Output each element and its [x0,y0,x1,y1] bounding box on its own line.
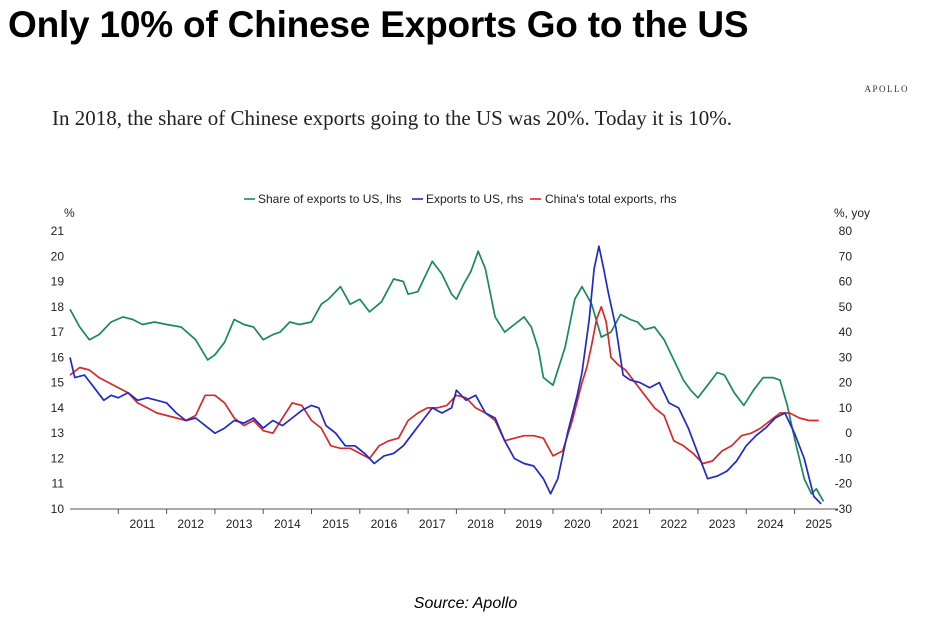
series-line-exports-to-us [69,245,822,505]
y-left-tick-label: 15 [51,376,65,390]
y-left-tick-label: 20 [51,249,65,263]
y-right-tick-label: 70 [839,249,853,263]
legend-label-share: Share of exports to US, lhs [258,192,401,206]
x-tick-label: 2013 [226,517,253,531]
y-right-tick-label: 20 [839,376,853,390]
legend-label-total-exports: China's total exports, rhs [545,192,677,206]
x-tick-label: 2021 [612,517,639,531]
x-tick-label: 2016 [371,517,398,531]
series-line-share-of-exports-to-us [69,250,825,502]
y-right-tick-label: 0 [845,426,852,440]
x-tick-label: 2019 [516,517,543,531]
y-left-tick-label: 16 [51,350,65,364]
y-right-tick-label: -30 [835,502,853,516]
y-left-tick-label: 17 [51,325,65,339]
x-tick-label: 2020 [564,517,591,531]
headline: Only 10% of Chinese Exports Go to the US [8,4,749,45]
brand-logo: APOLLO [864,84,909,94]
y-right-tick-label: 10 [839,401,853,415]
y-right-tick-label: 60 [839,275,853,289]
right-axis-unit: %, yoy [834,206,870,220]
y-left-tick-label: 18 [51,300,65,314]
y-left-tick-label: 11 [52,477,65,491]
axes: 101112131415161718192021-30-20-100102030… [51,224,853,531]
x-tick-label: 2012 [177,517,204,531]
series-line-china-total-exports [69,305,819,465]
x-tick-label: 2022 [660,517,687,531]
y-right-tick-label: 40 [839,325,853,339]
subtitle: In 2018, the share of Chinese exports go… [52,106,732,130]
x-tick-label: 2018 [467,517,494,531]
y-left-tick-label: 14 [51,401,65,415]
y-left-tick-label: 12 [51,451,65,465]
y-right-tick-label: 50 [839,300,853,314]
y-left-tick-label: 13 [51,426,65,440]
x-tick-label: 2015 [322,517,349,531]
x-tick-label: 2024 [757,517,784,531]
left-axis-unit: % [64,206,75,220]
series-layer [69,245,825,505]
x-tick-label: 2014 [274,517,301,531]
x-tick-label: 2023 [709,517,736,531]
y-right-tick-label: 80 [839,224,853,238]
x-tick-label: 2011 [130,517,156,531]
y-right-tick-label: 30 [839,350,853,364]
y-left-tick-label: 19 [51,275,65,289]
y-right-tick-label: -20 [835,477,853,491]
x-tick-label: 2017 [419,517,446,531]
chart: Share of exports to US, lhs Exports to U… [51,192,870,531]
x-tick-label: 2025 [805,517,832,531]
source-note: Source: Apollo [413,595,518,612]
y-right-tick-label: -10 [835,451,853,465]
y-left-tick-label: 21 [51,224,65,238]
y-left-tick-label: 10 [51,502,65,516]
legend: Share of exports to US, lhs Exports to U… [244,192,677,206]
legend-label-exports-us: Exports to US, rhs [426,192,523,206]
